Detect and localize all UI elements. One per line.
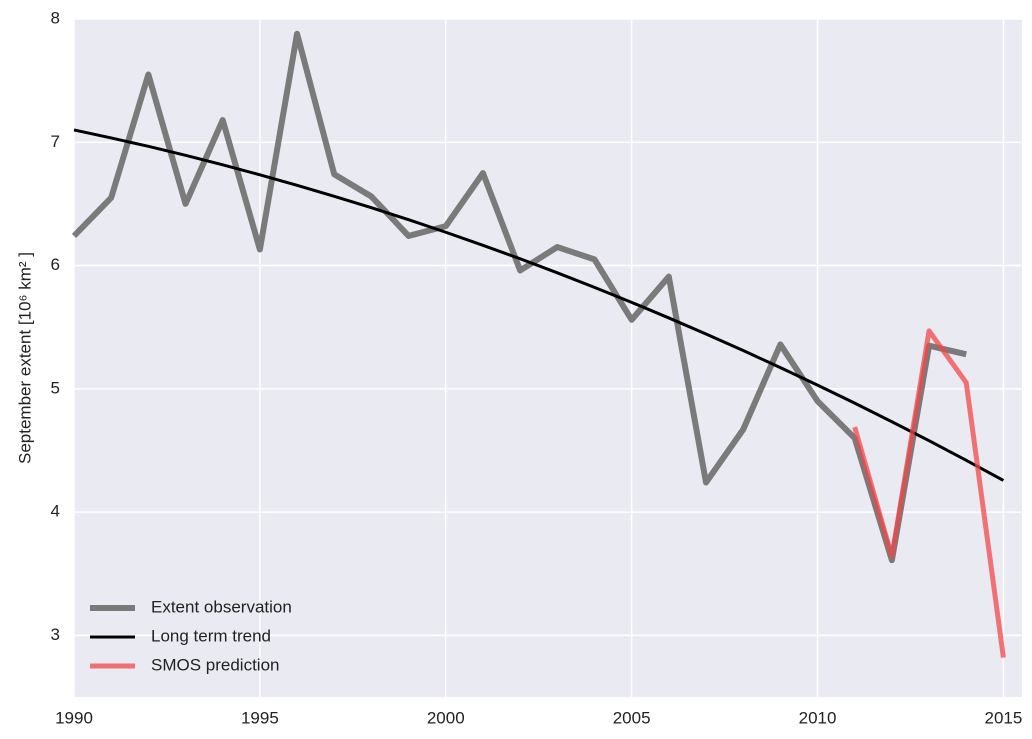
y-tick-label: 8	[51, 8, 60, 27]
y-axis-label: September extent [10⁶ km² ]	[15, 252, 34, 464]
x-tick-label: 2010	[799, 708, 837, 727]
plot-area	[74, 19, 1022, 697]
legend-label: Long term trend	[151, 626, 271, 645]
x-tick-label: 1990	[55, 708, 93, 727]
x-tick-label: 1995	[241, 708, 279, 727]
y-tick-label: 5	[51, 378, 60, 397]
x-tick-label: 2005	[613, 708, 651, 727]
y-tick-label: 3	[51, 625, 60, 644]
series-line	[73, 128, 1005, 482]
y-tick-label: 4	[51, 502, 60, 521]
series-line	[71, 30, 967, 564]
legend-label: Extent observation	[151, 597, 292, 616]
x-tick-label: 2000	[427, 708, 465, 727]
legend-label: SMOS prediction	[151, 655, 280, 674]
y-tick-label: 7	[51, 132, 60, 151]
y-tick-label: 6	[51, 255, 60, 274]
series-line	[852, 328, 1006, 658]
x-tick-label: 2015	[984, 708, 1022, 727]
